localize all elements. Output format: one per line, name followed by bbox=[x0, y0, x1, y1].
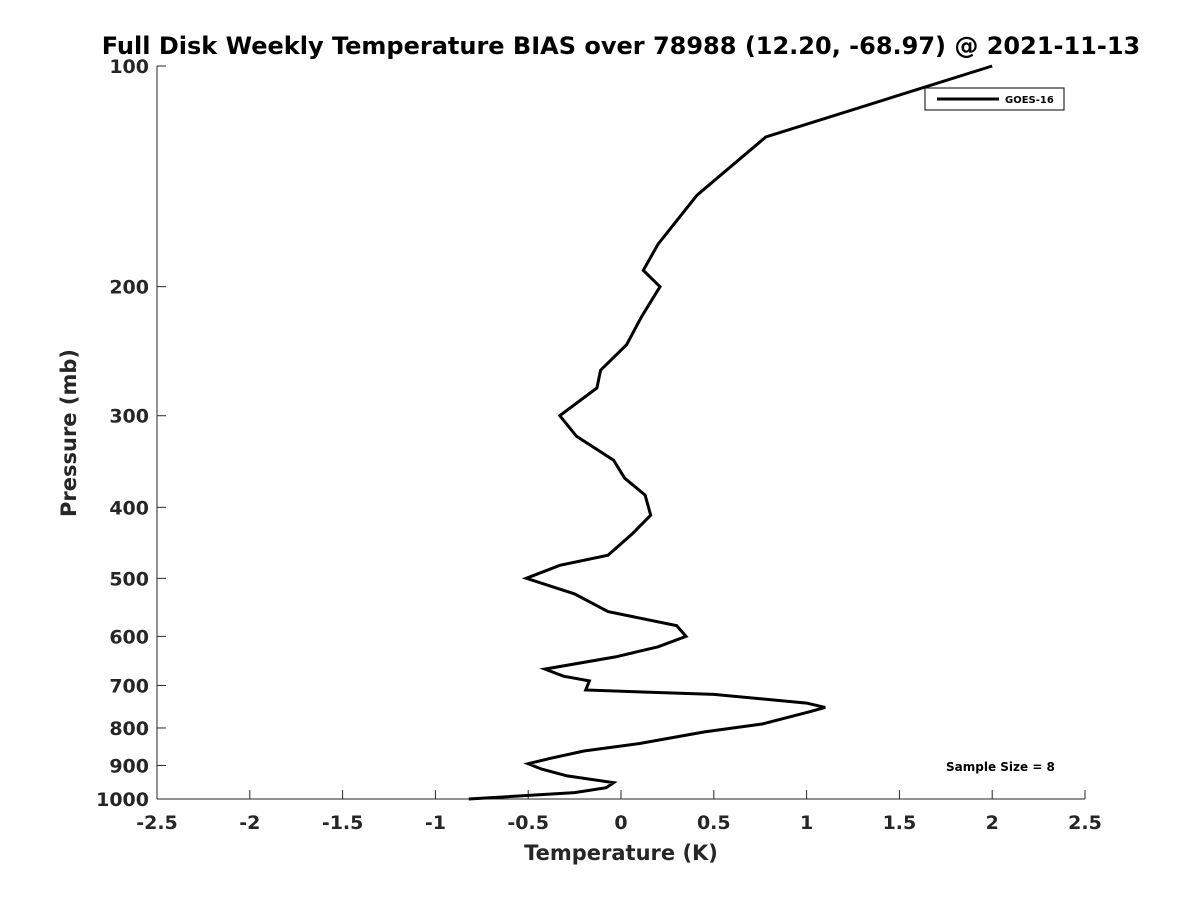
chart-title: Full Disk Weekly Temperature BIAS over 7… bbox=[102, 32, 1141, 60]
x-tick-label: 0.5 bbox=[697, 812, 731, 834]
y-axis-label: Pressure (mb) bbox=[57, 349, 81, 517]
y-tick-label: 900 bbox=[109, 755, 149, 777]
plot-area: -2.5 -2 -1.5 -1 -0.5 0 0.5 1 1.5 2 2.5 100 200 300 400… bbox=[96, 56, 1102, 834]
y-tick-label: 400 bbox=[109, 497, 149, 519]
y-tick-label: 800 bbox=[109, 718, 149, 740]
y-tick-label: 600 bbox=[109, 626, 149, 648]
x-tick-label: 1 bbox=[800, 812, 813, 834]
x-tick-label: 2.5 bbox=[1068, 812, 1102, 834]
sample-size-annotation: Sample Size = 8 bbox=[946, 760, 1055, 774]
x-tick-label: 0 bbox=[614, 812, 627, 834]
y-tick-label: 200 bbox=[109, 277, 149, 299]
legend: GOES-16 bbox=[924, 87, 1065, 111]
y-tick-label: 1000 bbox=[96, 789, 149, 811]
x-tick-label: -2.5 bbox=[136, 812, 178, 834]
y-tick-label: 300 bbox=[109, 406, 149, 428]
x-tick-label: 2 bbox=[986, 812, 999, 834]
x-tick-label: 1.5 bbox=[883, 812, 917, 834]
y-tick-label: 100 bbox=[109, 56, 149, 78]
series-line-goes-16 bbox=[468, 64, 993, 801]
y-tick-label: 500 bbox=[109, 568, 149, 590]
x-tick-label: -2 bbox=[239, 812, 260, 834]
x-tick-label: -1.5 bbox=[322, 812, 364, 834]
x-axis-label: Temperature (K) bbox=[524, 841, 718, 865]
x-tick-label: -0.5 bbox=[507, 812, 549, 834]
legend-label: GOES-16 bbox=[1005, 95, 1054, 106]
y-tick-label: 700 bbox=[109, 675, 149, 697]
x-tick-label: -1 bbox=[425, 812, 446, 834]
